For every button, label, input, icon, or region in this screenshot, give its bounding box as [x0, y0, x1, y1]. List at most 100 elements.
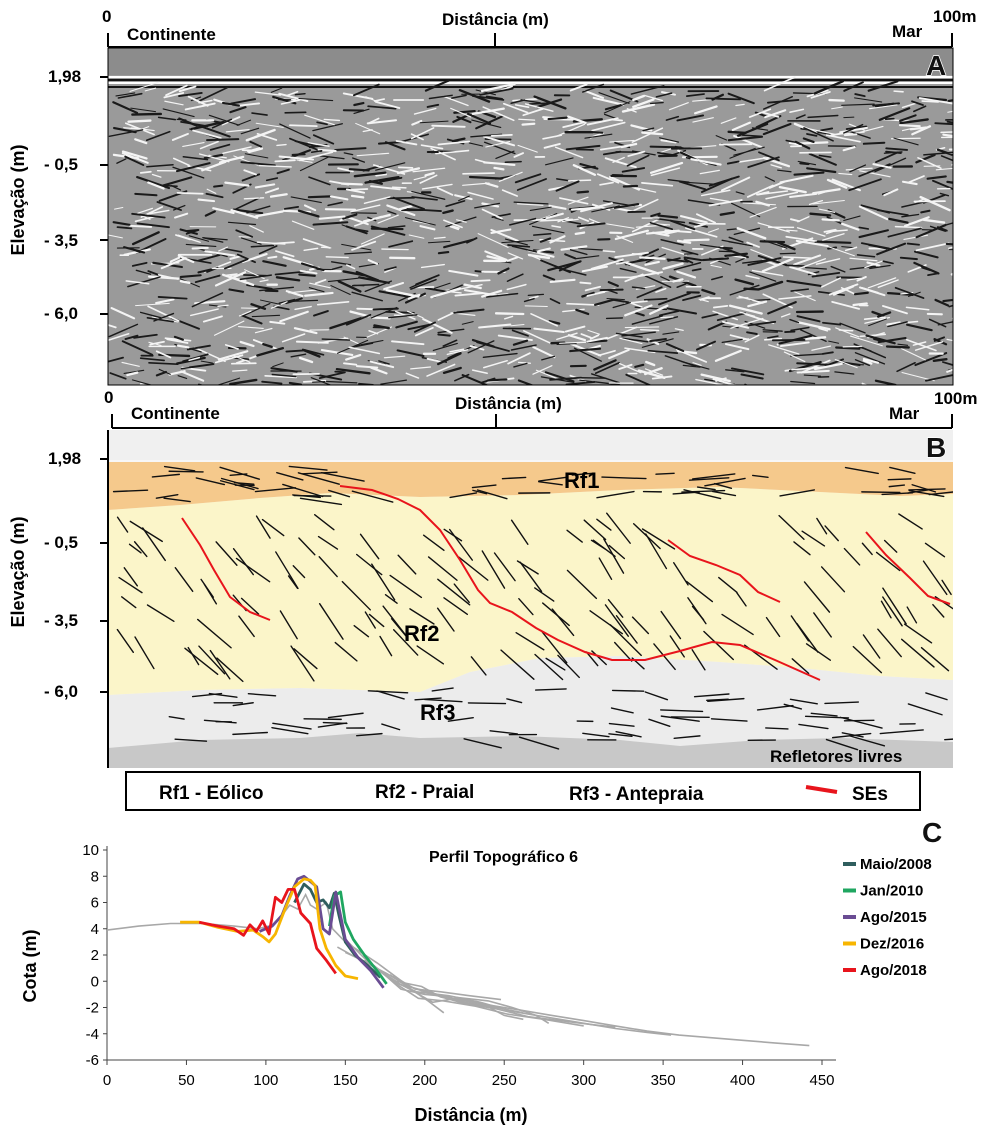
radar-reflection [688, 221, 708, 228]
radar-reflection [659, 148, 673, 154]
radar-reflection [469, 345, 485, 351]
radar-reflection [778, 186, 807, 194]
radar-reflection [901, 102, 917, 109]
radar-reflection [849, 164, 867, 173]
radar-reflection [356, 152, 390, 157]
radar-reflection [269, 193, 288, 198]
reflector-line [778, 514, 805, 540]
radar-reflection [533, 95, 567, 110]
radar-reflection [639, 256, 666, 260]
radar-reflection [783, 351, 806, 363]
radar-reflection [483, 359, 508, 369]
radar-reflection [173, 335, 184, 341]
reflector-line [831, 732, 872, 739]
radar-reflection [711, 275, 723, 281]
reflector-line [320, 471, 365, 482]
radar-reflection [411, 190, 446, 200]
reflector-line [693, 693, 730, 698]
radar-reflection [504, 315, 514, 320]
radar-reflection [384, 266, 397, 271]
reflector-line [922, 560, 948, 596]
radar-reflection [412, 167, 446, 173]
radar-reflection [155, 350, 172, 359]
radar-reflection [818, 154, 832, 158]
radar-reflection [114, 206, 124, 210]
radar-reflection [914, 198, 925, 203]
reflector-line [783, 703, 803, 710]
radar-reflection [137, 207, 154, 214]
radar-reflection [337, 167, 354, 173]
radar-reflection [951, 317, 953, 320]
radar-reflection [437, 140, 471, 146]
radar-reflection [124, 122, 155, 136]
radar-reflection [270, 367, 298, 373]
radar-reflection [520, 99, 541, 104]
radar-reflection [845, 167, 873, 171]
radar-reflection [327, 277, 359, 283]
radar-reflection [262, 260, 287, 267]
radar-reflection [828, 340, 840, 344]
radar-reflection [224, 344, 239, 350]
radar-reflection [823, 228, 837, 233]
radar-reflection [151, 173, 162, 178]
radar-reflection [367, 105, 397, 110]
radar-reflection [135, 269, 152, 275]
radar-reflection [757, 280, 784, 291]
reflector-line [155, 493, 179, 499]
radar-reflection [303, 247, 319, 252]
panel-a-ytick: 1,98 [48, 67, 81, 86]
radar-reflection [294, 140, 317, 147]
radar-reflection [634, 311, 645, 317]
radar-reflection [485, 292, 519, 298]
radar-reflection [843, 81, 864, 92]
radar-reflection [424, 171, 435, 177]
radar-reflection [139, 170, 152, 174]
radar-reflection [821, 351, 834, 355]
radar-reflection [714, 349, 742, 362]
background-profile-line [107, 892, 810, 1047]
radar-reflection [254, 183, 276, 189]
reflector-line [889, 466, 916, 474]
reflector-line [129, 520, 163, 543]
reflector-line [255, 515, 271, 539]
radar-reflection [197, 383, 205, 385]
radar-reflection [548, 320, 561, 325]
radar-reflection [838, 172, 853, 176]
radar-reflection [451, 94, 467, 99]
radar-reflection [134, 215, 157, 223]
radar-reflection [946, 368, 953, 373]
radar-reflection [187, 95, 209, 107]
legend-label: Dez/2016 [860, 936, 924, 953]
radar-reflection [217, 304, 229, 308]
radar-reflection [335, 367, 371, 375]
radar-reflection [785, 139, 797, 144]
radar-reflection [606, 223, 635, 229]
radar-reflection [682, 294, 702, 302]
radar-reflection [624, 304, 653, 317]
legend-box: Rf1 - Eólico Rf2 - Praial Rf3 - Anteprai… [125, 771, 921, 811]
radar-reflection [848, 178, 882, 192]
radar-reflection [144, 87, 157, 92]
radar-reflection [176, 192, 204, 195]
radar-reflection [789, 318, 800, 324]
radar-reflection [135, 302, 170, 307]
radar-reflection [899, 118, 929, 125]
reflector-line [801, 530, 826, 547]
reflector-line [589, 610, 624, 635]
radar-reflection [676, 239, 692, 244]
radar-reflection [180, 366, 192, 370]
radar-reflection [692, 362, 702, 366]
reflector-line [924, 542, 946, 558]
radar-reflection [586, 336, 609, 343]
radar-reflection [304, 291, 334, 297]
radar-reflection [947, 99, 953, 103]
radar-reflection [461, 374, 489, 385]
radar-reflection [387, 210, 397, 215]
radar-reflection [948, 304, 953, 308]
radar-reflection [249, 140, 262, 148]
reflector-line [422, 534, 445, 552]
radar-reflection [517, 361, 532, 364]
reflector-line [793, 541, 811, 556]
radar-reflection [862, 141, 886, 145]
panel-a-y-title: Elevação (m) [8, 144, 28, 255]
